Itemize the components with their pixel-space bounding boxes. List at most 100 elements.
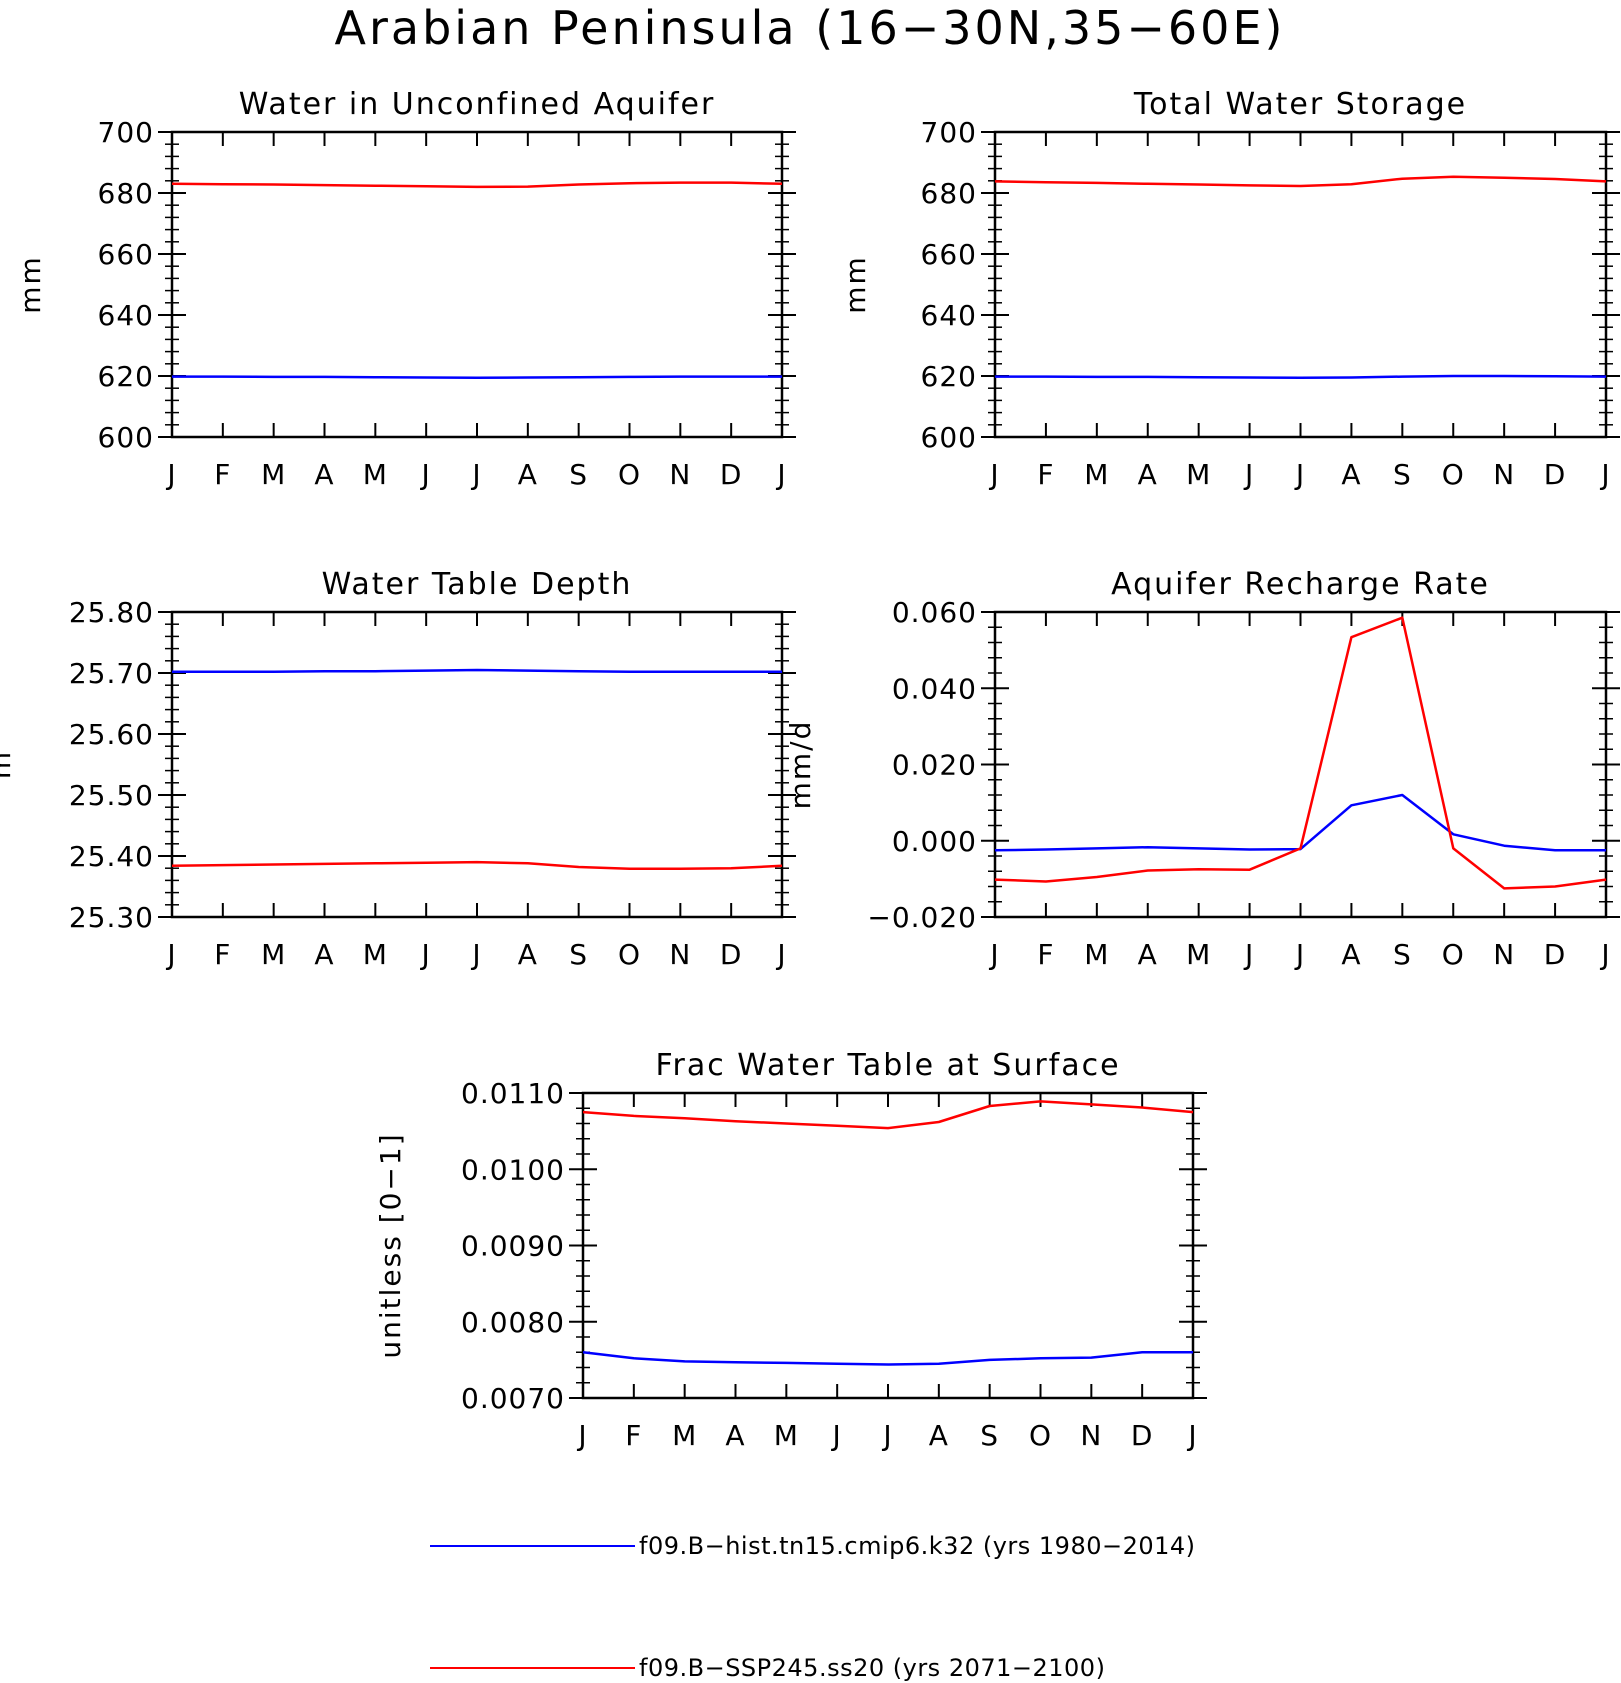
x-tick-label: J xyxy=(881,1419,892,1452)
y-tick-label: 25.80 xyxy=(69,596,154,629)
x-tick-label: S xyxy=(1393,938,1412,971)
panel-title: Total Water Storage xyxy=(1133,87,1467,122)
y-axis-label: mm xyxy=(14,255,47,314)
x-tick-label: A xyxy=(314,938,334,971)
y-tick-label: 0.000 xyxy=(892,825,977,858)
series-line-hist xyxy=(172,375,782,380)
plot-frame xyxy=(170,610,784,919)
y-tick-label: 700 xyxy=(98,116,154,149)
x-tick-label: D xyxy=(720,938,743,971)
y-tick-label: 680 xyxy=(98,177,154,210)
y-tick-label: 620 xyxy=(98,360,154,393)
x-tick-label: A xyxy=(929,1419,949,1452)
x-tick-label: D xyxy=(1131,1419,1154,1452)
series-line-ssp xyxy=(171,860,783,871)
x-tick-label: N xyxy=(1493,938,1515,971)
panel-3: Water Table DepthmJFMAMJJASONDJ25.8025.7… xyxy=(0,567,796,971)
plot-frame xyxy=(993,610,1608,919)
y-tick-label: 700 xyxy=(921,116,977,149)
y-tick-label: 660 xyxy=(921,238,977,271)
y-axis-label: mm xyxy=(839,255,872,314)
x-tick-label: M xyxy=(261,938,286,971)
y-tick-label: 660 xyxy=(98,238,154,271)
y-tick-label: 600 xyxy=(98,421,154,454)
x-tick-label: O xyxy=(1442,458,1465,491)
series-line-hist xyxy=(995,374,1607,380)
series-line-hist xyxy=(994,793,1606,852)
x-tick-label: J xyxy=(1186,1419,1197,1452)
x-tick-label: D xyxy=(1544,938,1567,971)
y-tick-label: 620 xyxy=(921,360,977,393)
plot-frame xyxy=(581,1091,1195,1400)
x-tick-label: J xyxy=(988,938,999,971)
x-tick-label: D xyxy=(1544,458,1567,491)
panel-title: Water Table Depth xyxy=(322,567,633,602)
x-tick-label: M xyxy=(1186,458,1211,491)
x-tick-label: O xyxy=(1029,1419,1052,1452)
x-tick-label: M xyxy=(261,458,286,491)
series-line-ssp xyxy=(994,616,1607,890)
panel-title: Aquifer Recharge Rate xyxy=(1111,567,1490,602)
x-tick-label: J xyxy=(1243,938,1254,971)
plot-frame xyxy=(170,130,784,439)
x-tick-label: M xyxy=(774,1419,799,1452)
x-tick-label: M xyxy=(672,1419,697,1452)
y-tick-label: 0.0070 xyxy=(461,1382,565,1415)
y-tick-label: 0.0090 xyxy=(461,1230,565,1263)
x-tick-label: O xyxy=(618,458,641,491)
y-axis-label: m xyxy=(0,750,17,779)
y-tick-label: 25.70 xyxy=(69,657,154,690)
x-tick-label: J xyxy=(165,938,176,971)
x-tick-label: J xyxy=(470,458,481,491)
x-tick-label: J xyxy=(470,938,481,971)
y-tick-label: 680 xyxy=(921,177,977,210)
x-tick-label: N xyxy=(1493,458,1515,491)
x-tick-label: A xyxy=(1341,938,1361,971)
y-tick-label: 600 xyxy=(921,421,977,454)
x-tick-label: F xyxy=(214,458,231,491)
x-tick-label: M xyxy=(363,458,388,491)
x-tick-label: N xyxy=(669,938,691,971)
x-tick-label: J xyxy=(165,458,176,491)
x-tick-label: D xyxy=(720,458,743,491)
x-tick-label: M xyxy=(1084,938,1109,971)
x-tick-label: J xyxy=(775,458,786,491)
legend-label-ssp: f09.B−SSP245.ss20 (yrs 2071−2100) xyxy=(639,1654,1105,1682)
y-tick-label: −0.020 xyxy=(867,901,977,934)
y-tick-label: 0.0080 xyxy=(461,1306,565,1339)
x-tick-label: J xyxy=(1294,938,1305,971)
x-tick-label: S xyxy=(569,458,588,491)
x-tick-label: M xyxy=(1186,938,1211,971)
y-axis-label: mm/d xyxy=(784,720,817,810)
x-tick-label: A xyxy=(518,458,538,491)
x-tick-label: S xyxy=(1393,458,1412,491)
panel-title: Frac Water Table at Surface xyxy=(655,1048,1120,1083)
y-tick-label: 25.50 xyxy=(69,779,154,812)
x-tick-label: J xyxy=(576,1419,587,1452)
x-tick-label: O xyxy=(1442,938,1465,971)
x-tick-label: J xyxy=(1294,458,1305,491)
x-tick-label: F xyxy=(1037,458,1054,491)
series-line-hist xyxy=(172,668,782,674)
x-tick-label: A xyxy=(1138,938,1158,971)
y-tick-label: 0.020 xyxy=(892,749,977,782)
x-tick-label: N xyxy=(669,458,691,491)
figure-title: Arabian Peninsula (16−30N,35−60E) xyxy=(335,1,1286,55)
y-axis-label: unitless [0−1] xyxy=(374,1132,407,1358)
legend-label-hist: f09.B−hist.tn15.cmip6.k32 (yrs 1980−2014… xyxy=(639,1532,1196,1560)
y-tick-label: 640 xyxy=(98,299,154,332)
series-line-ssp xyxy=(994,175,1607,188)
y-tick-label: 0.0100 xyxy=(461,1153,565,1186)
x-tick-label: F xyxy=(214,938,231,971)
series-line-hist xyxy=(582,1351,1193,1366)
x-tick-label: J xyxy=(1243,458,1254,491)
x-tick-label: A xyxy=(1138,458,1158,491)
x-tick-label: M xyxy=(1084,458,1109,491)
panel-5: Frac Water Table at Surface unitless [0−1… xyxy=(374,1048,1207,1452)
x-tick-label: J xyxy=(775,938,786,971)
x-tick-label: J xyxy=(831,1419,842,1452)
